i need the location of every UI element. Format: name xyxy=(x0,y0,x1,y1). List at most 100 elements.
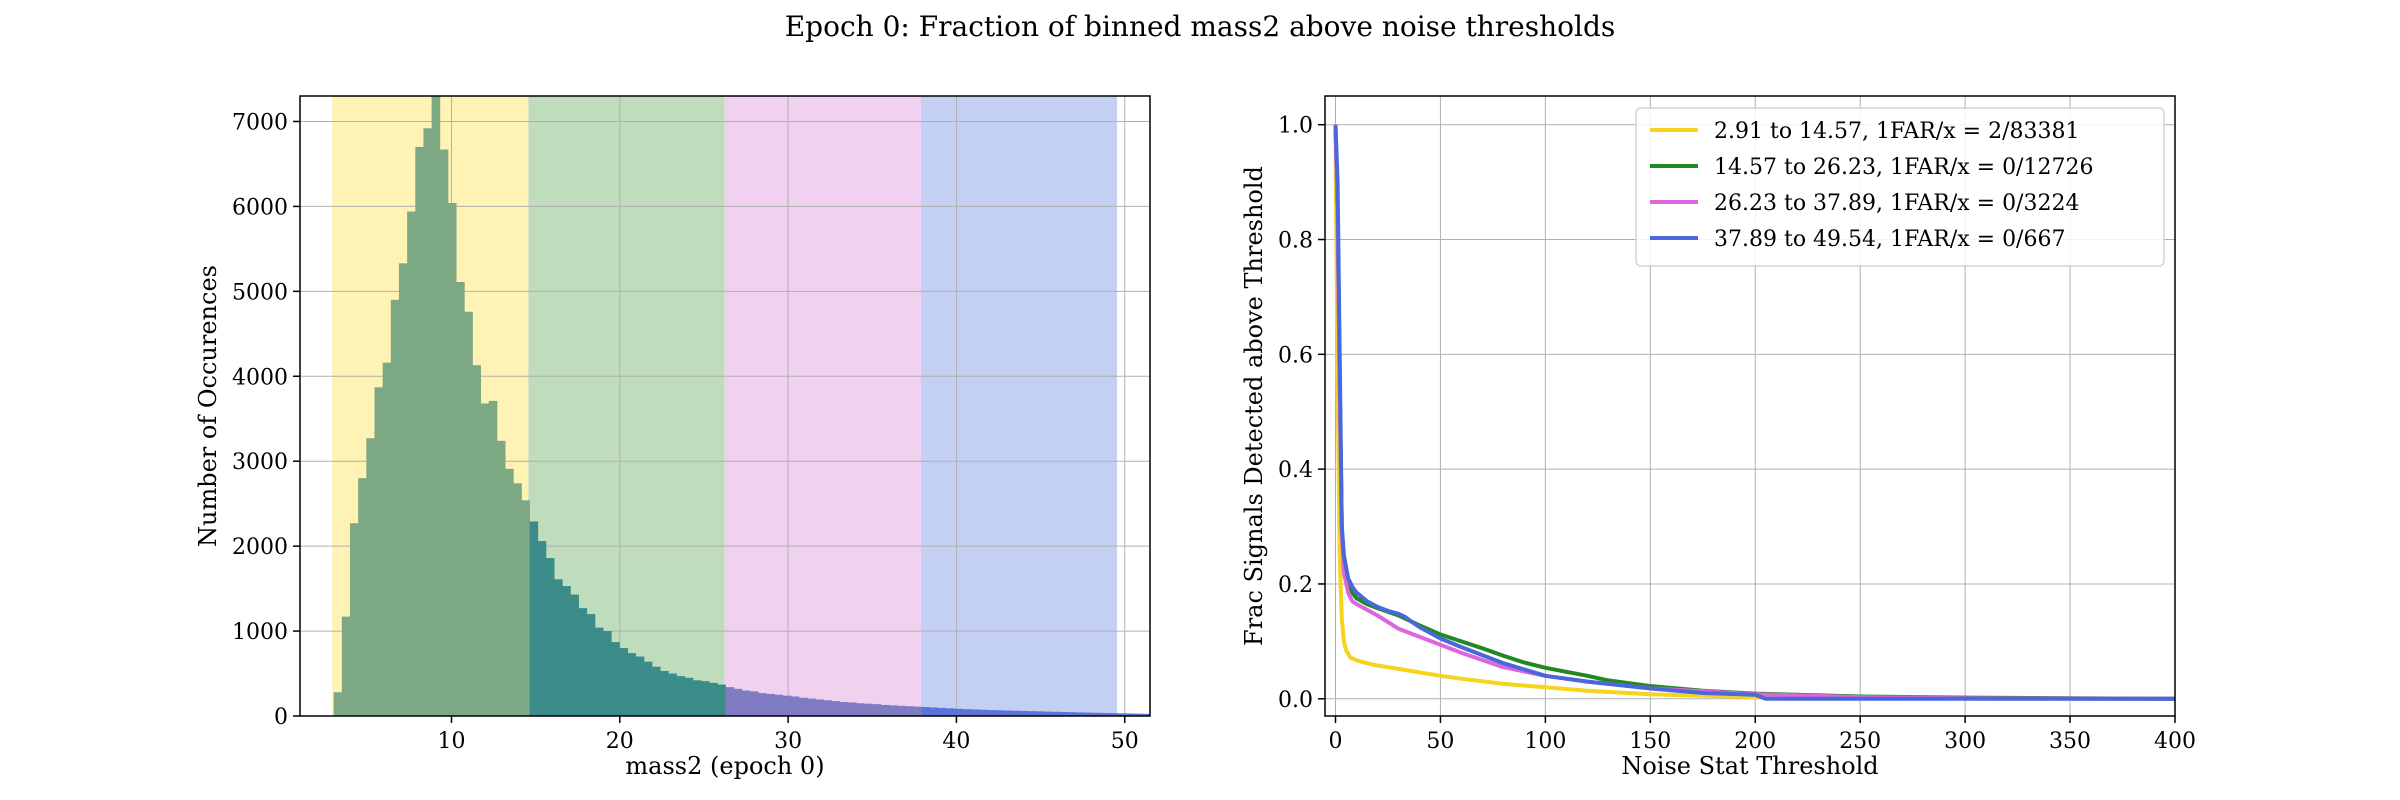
histogram-frame xyxy=(299,95,1151,717)
legend-box xyxy=(1635,107,2165,267)
line-chart: 0 50 100 150 200 250 300 350 400 0.0 0.2 0.4 0.6 0.8… xyxy=(1240,95,2196,780)
histogram-y-label: Number of Occurences xyxy=(194,265,222,547)
histogram-bar xyxy=(872,704,882,716)
histogram-bar xyxy=(578,608,588,716)
line-y-label: Frac Signals Detected above Threshold xyxy=(1240,166,1268,646)
histogram-y-tick-label: 0 xyxy=(274,705,288,730)
histogram-bar xyxy=(709,682,718,716)
histogram-bar xyxy=(1133,713,1143,716)
histogram-bar xyxy=(676,676,686,716)
histogram-bar xyxy=(407,211,416,717)
histogram-x-tick-label: 40 xyxy=(942,729,970,754)
histogram-bar xyxy=(1003,710,1012,716)
histogram-bar xyxy=(554,579,563,716)
histogram-bar xyxy=(766,693,775,716)
histogram-bar xyxy=(594,627,604,716)
histogram-bar xyxy=(480,403,490,716)
histogram-bar xyxy=(390,299,400,716)
histogram-bar xyxy=(415,146,424,716)
histogram-bar xyxy=(619,648,628,716)
histogram-bar xyxy=(1060,711,1069,716)
histogram-bar xyxy=(994,710,1004,716)
histogram-bar xyxy=(790,696,800,716)
legend-label-2: 14.57 to 26.23, 1FAR/x = 0/12726 xyxy=(1714,155,2093,180)
histogram-bar xyxy=(717,684,726,716)
line-x-tick-label: 250 xyxy=(1839,729,1881,754)
histogram-bar xyxy=(513,483,522,716)
histogram-bar xyxy=(1117,713,1126,716)
histogram-bar xyxy=(456,282,465,716)
histogram-bar xyxy=(905,706,914,716)
histogram-bar xyxy=(586,614,596,716)
histogram-bars xyxy=(333,96,1151,717)
histogram-bar xyxy=(758,693,767,716)
histogram-y-tick-label: 3000 xyxy=(232,450,288,475)
histogram-bar xyxy=(1068,712,1077,716)
histogram-bar xyxy=(529,521,539,716)
histogram-bar xyxy=(537,541,547,716)
histogram-bar xyxy=(627,653,637,716)
histogram-bar xyxy=(488,400,498,716)
line-y-tick-label: 0.8 xyxy=(1278,229,1313,254)
legend-label-4: 37.89 to 49.54, 1FAR/x = 0/667 xyxy=(1714,227,2065,252)
histogram-bar xyxy=(1141,713,1151,716)
histogram-bar xyxy=(888,705,898,716)
histogram-bar xyxy=(880,704,890,716)
histogram-bar xyxy=(382,362,392,716)
line-x-tick-label: 50 xyxy=(1426,729,1454,754)
line-x-tick-label: 400 xyxy=(2154,729,2196,754)
histogram-bar xyxy=(921,707,930,716)
histogram-y-tick-label: 4000 xyxy=(232,365,288,390)
legend-label-1: 2.91 to 14.57, 1FAR/x = 2/83381 xyxy=(1714,119,2079,144)
histogram-x-label: mass2 (epoch 0) xyxy=(625,752,824,780)
histogram-bar xyxy=(847,702,857,716)
histogram-bar xyxy=(562,586,571,716)
histogram-bar xyxy=(1019,710,1028,716)
line-y-ticks: 0.0 0.2 0.4 0.6 0.8 1.0 xyxy=(1278,114,1325,713)
legend: 2.91 to 14.57, 1FAR/x = 2/83381 14.57 to … xyxy=(1635,107,2165,267)
histogram-bar xyxy=(1109,713,1118,716)
histogram-y-tick-label: 2000 xyxy=(232,535,288,560)
histogram-bar xyxy=(831,701,841,716)
histogram-bar xyxy=(807,698,816,716)
histogram-bar xyxy=(431,96,441,716)
histogram-bar xyxy=(349,523,359,716)
histogram-bar xyxy=(741,690,751,716)
mass-band-4 xyxy=(920,96,1118,716)
histogram-bar xyxy=(472,365,482,716)
line-x-tick-label: 150 xyxy=(1629,729,1671,754)
histogram-x-tick-label: 10 xyxy=(437,729,465,754)
histogram-bar xyxy=(374,387,384,716)
histogram-bar xyxy=(1052,711,1061,716)
line-x-ticks: 0 50 100 150 200 250 300 350 400 xyxy=(1328,716,2196,754)
histogram-bar xyxy=(652,666,661,716)
histogram-bar xyxy=(684,677,694,716)
figure-title: Epoch 0: Fraction of binned mass2 above … xyxy=(785,10,1616,43)
histogram-bar xyxy=(643,661,653,716)
histogram-bar xyxy=(439,149,449,717)
histogram-bar xyxy=(1043,711,1053,716)
histogram-y-tick-label: 7000 xyxy=(232,110,288,135)
histogram-bar xyxy=(839,701,849,716)
histogram-y-ticks: 0 1000 2000 3000 4000 5000 6000 7000 xyxy=(232,110,300,730)
histogram-bar xyxy=(962,709,971,716)
histogram-x-tick-label: 50 xyxy=(1111,729,1139,754)
histogram-bar xyxy=(521,500,530,716)
histogram-bar xyxy=(1084,712,1094,716)
histogram-bar xyxy=(423,128,433,716)
histogram-y-tick-label: 1000 xyxy=(232,620,288,645)
histogram-bar xyxy=(701,681,710,716)
histogram-bar xyxy=(815,699,824,716)
histogram-bar xyxy=(1125,713,1135,716)
histogram-bar xyxy=(398,263,408,716)
histogram-bar xyxy=(358,478,367,716)
histogram-bar xyxy=(774,694,784,716)
histogram-bar xyxy=(945,708,955,716)
line-y-tick-label: 0.4 xyxy=(1278,458,1313,483)
histogram-x-tick-label: 30 xyxy=(774,729,802,754)
histogram-bar xyxy=(913,706,922,716)
histogram-bar xyxy=(937,707,947,716)
histogram-chart: 10 20 30 40 50 0 1000 2000 3000 4000 5000 6000 7000… xyxy=(194,95,1151,780)
line-y-tick-label: 1.0 xyxy=(1278,114,1313,139)
